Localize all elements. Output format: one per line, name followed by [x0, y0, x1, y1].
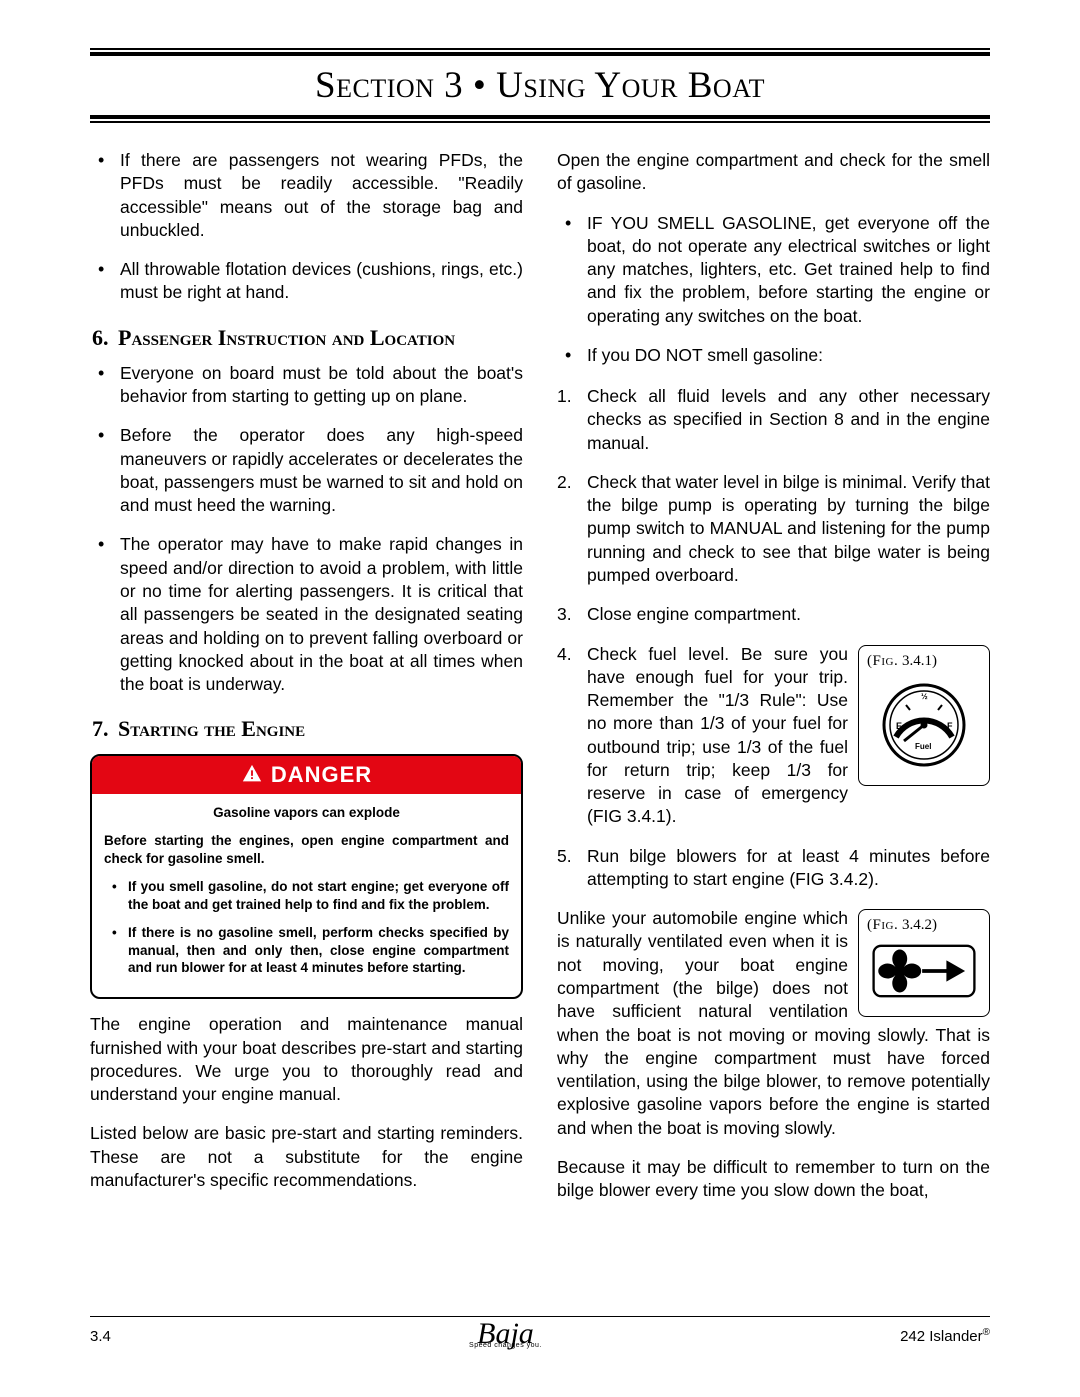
list-item: If there is no gasoline smell, perform c…: [104, 924, 509, 978]
fig-number: 3.4.1): [902, 653, 937, 669]
brand-logo: Baja Speed changes you.: [469, 1323, 542, 1349]
danger-label: DANGER: [271, 760, 372, 789]
danger-intro: Before starting the engines, open engine…: [104, 832, 509, 868]
svg-text:½: ½: [921, 692, 928, 701]
registered-mark: ®: [983, 1327, 990, 1338]
svg-text:F: F: [947, 721, 953, 731]
warning-icon: [241, 763, 263, 785]
footer-page-number: 3.4: [90, 1328, 111, 1345]
list-item: Everyone on board must be told about the…: [90, 362, 523, 409]
paragraph: The engine operation and maintenance man…: [90, 1013, 523, 1106]
section-title-text: Section 3 • Using Your Boat: [315, 65, 765, 106]
paragraph: Listed below are basic pre-start and sta…: [90, 1122, 523, 1192]
figure-342: (Fig. 3.4.2): [858, 909, 990, 1017]
logo-tagline: Speed changes you.: [469, 1344, 542, 1349]
list-item: Before the operator does any high-speed …: [90, 424, 523, 517]
model-name: 242 Islander: [900, 1328, 983, 1345]
subhead-title: Passenger Instruction and Location: [118, 325, 455, 350]
section-title: Section 3 • Using Your Boat: [90, 62, 990, 113]
subhead-number: 6.: [92, 323, 118, 352]
fuel-gauge-icon: E F ½ Fuel: [874, 675, 974, 770]
paragraph: Because it may be difficult to remember …: [557, 1156, 990, 1203]
list-item: Check all fluid levels and any other nec…: [557, 385, 990, 455]
list-item: If you smell gasoline, do not start engi…: [104, 878, 509, 914]
list-item: The operator may have to make rapid chan…: [90, 533, 523, 696]
page: Section 3 • Using Your Boat If there are…: [0, 0, 1080, 1258]
svg-text:E: E: [896, 721, 902, 731]
intro-bullets: If there are passengers not wearing PFDs…: [90, 149, 523, 305]
danger-header: DANGER: [92, 756, 521, 794]
section6-bullets: Everyone on board must be told about the…: [90, 362, 523, 696]
list-item: If there are passengers not wearing PFDs…: [90, 149, 523, 242]
figure-label: (Fig. 3.4.1): [865, 652, 983, 672]
subhead-title: Starting the Engine: [118, 716, 305, 741]
fig-prefix: (Fig.: [867, 917, 898, 933]
svg-text:Fuel: Fuel: [915, 742, 931, 751]
numbered-list: Check all fluid levels and any other nec…: [557, 385, 990, 891]
columns: If there are passengers not wearing PFDs…: [90, 149, 990, 1218]
fig-prefix: (Fig.: [867, 653, 898, 669]
page-footer: 3.4 Baja Speed changes you. 242 Islander…: [90, 1316, 990, 1349]
paragraph: Open the engine compartment and check fo…: [557, 149, 990, 196]
list-item: Run bilge blowers for at least 4 minutes…: [557, 845, 990, 892]
subhead-7: 7.Starting the Engine: [116, 714, 523, 743]
danger-list: If you smell gasoline, do not start engi…: [104, 878, 509, 978]
paragraph-fig342: (Fig. 3.4.2): [557, 907, 990, 1140]
list-item: IF YOU SMELL GASOLINE, get everyone off …: [557, 212, 990, 328]
list-text: Check fuel level. Be sure you have enoug…: [587, 644, 848, 827]
list-item: All throwable flotation devices (cushion…: [90, 258, 523, 305]
figure-label: (Fig. 3.4.2): [865, 916, 983, 936]
right-bullets: IF YOU SMELL GASOLINE, get everyone off …: [557, 212, 990, 368]
fig-number: 3.4.2): [902, 917, 937, 933]
danger-subtitle: Gasoline vapors can explode: [104, 804, 509, 822]
list-item: Check that water level in bilge is minim…: [557, 471, 990, 587]
right-column: Open the engine compartment and check fo…: [557, 149, 990, 1218]
subhead-number: 7.: [92, 714, 118, 743]
list-item: If you DO NOT smell gasoline:: [557, 344, 990, 367]
list-item: Close engine compartment.: [557, 603, 990, 626]
blower-icon: [868, 940, 980, 1002]
rule-bottom: [90, 115, 990, 123]
subhead-6: 6.Passenger Instruction and Location: [116, 323, 523, 352]
list-item-fig341: (Fig. 3.4.1) E F ½ Fuel: [557, 643, 990, 829]
danger-box: DANGER Gasoline vapors can explode Befor…: [90, 754, 523, 1000]
rule-top: [90, 48, 990, 56]
danger-body: Gasoline vapors can explode Before start…: [92, 794, 521, 998]
footer-model: 242 Islander®: [900, 1327, 990, 1345]
left-column: If there are passengers not wearing PFDs…: [90, 149, 523, 1218]
figure-341: (Fig. 3.4.1) E F ½ Fuel: [858, 645, 990, 786]
